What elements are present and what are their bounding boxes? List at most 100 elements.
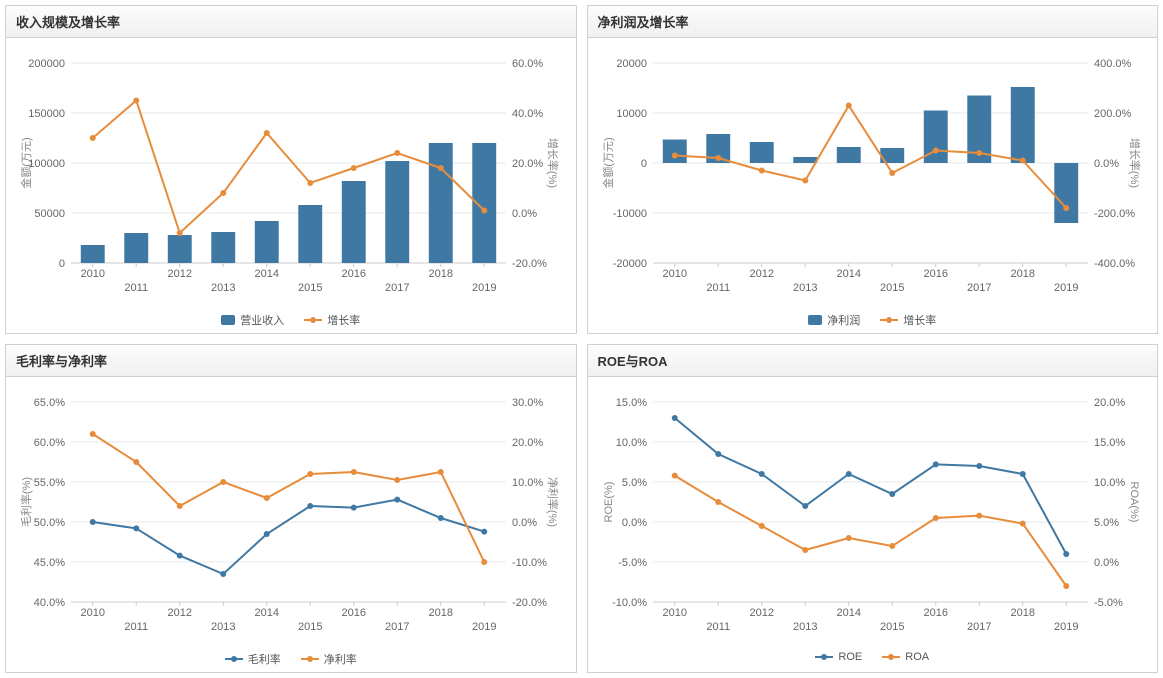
svg-text:2012: 2012 bbox=[749, 268, 773, 280]
svg-text:2014: 2014 bbox=[836, 607, 860, 619]
svg-text:2013: 2013 bbox=[793, 282, 817, 294]
svg-text:10.0%: 10.0% bbox=[512, 477, 543, 489]
svg-text:10000: 10000 bbox=[616, 108, 647, 120]
svg-text:毛利率(%): 毛利率(%) bbox=[19, 477, 33, 527]
svg-text:2015: 2015 bbox=[880, 282, 904, 294]
legend-item-line-a: 毛利率 bbox=[225, 651, 281, 667]
svg-text:2018: 2018 bbox=[429, 268, 453, 280]
svg-text:150000: 150000 bbox=[28, 108, 65, 120]
svg-text:20.0%: 20.0% bbox=[512, 158, 543, 170]
panel-title-profit: 净利润及增长率 bbox=[588, 6, 1158, 38]
svg-text:ROA(%): ROA(%) bbox=[1128, 482, 1140, 523]
svg-text:2016: 2016 bbox=[342, 268, 366, 280]
legend-item-line: 增长率 bbox=[880, 312, 936, 328]
svg-text:40.0%: 40.0% bbox=[34, 597, 65, 609]
legend-item-bar: 净利润 bbox=[808, 312, 860, 328]
panel-title-margin: 毛利率与净利率 bbox=[6, 345, 576, 377]
svg-text:2018: 2018 bbox=[1010, 607, 1034, 619]
svg-text:2015: 2015 bbox=[298, 282, 322, 294]
svg-text:-200.0%: -200.0% bbox=[1094, 208, 1135, 220]
svg-text:2010: 2010 bbox=[662, 607, 686, 619]
panel-title-revenue: 收入规模及增长率 bbox=[6, 6, 576, 38]
svg-text:55.0%: 55.0% bbox=[34, 477, 65, 489]
svg-text:2013: 2013 bbox=[211, 621, 235, 633]
svg-text:2013: 2013 bbox=[793, 621, 817, 633]
svg-text:45.0%: 45.0% bbox=[34, 557, 65, 569]
svg-text:2012: 2012 bbox=[168, 268, 192, 280]
svg-text:50.0%: 50.0% bbox=[34, 517, 65, 529]
svg-text:2010: 2010 bbox=[81, 607, 105, 619]
legend-margin: 毛利率 净利率 bbox=[16, 651, 566, 667]
svg-text:2013: 2013 bbox=[211, 282, 235, 294]
panel-margin: 毛利率与净利率 40.0% 45.0% 50.0% 55.0% 60.0% 65.0% -2… bbox=[5, 344, 577, 673]
svg-text:400.0%: 400.0% bbox=[1094, 58, 1132, 70]
svg-text:2012: 2012 bbox=[168, 607, 192, 619]
svg-text:5.0%: 5.0% bbox=[621, 477, 646, 489]
svg-text:-400.0%: -400.0% bbox=[1094, 258, 1135, 270]
svg-text:2012: 2012 bbox=[749, 607, 773, 619]
svg-text:0.0%: 0.0% bbox=[1094, 158, 1119, 170]
legend-item-line-b: ROA bbox=[882, 651, 929, 663]
svg-text:2011: 2011 bbox=[706, 621, 730, 633]
svg-text:2011: 2011 bbox=[124, 282, 148, 294]
panel-profit: 净利润及增长率 -20000-1000001000020000-400.0%-2… bbox=[587, 5, 1159, 334]
svg-text:100000: 100000 bbox=[28, 158, 65, 170]
svg-text:20.0%: 20.0% bbox=[512, 437, 543, 449]
panel-revenue: 收入规模及增长率 050000100000150000200000-20.0%0… bbox=[5, 5, 577, 334]
svg-text:ROE(%): ROE(%) bbox=[603, 482, 615, 523]
svg-text:-5.0%: -5.0% bbox=[618, 557, 647, 569]
svg-text:2014: 2014 bbox=[836, 268, 860, 280]
legend-roe: ROE ROA bbox=[598, 651, 1148, 663]
svg-text:15.0%: 15.0% bbox=[615, 397, 646, 409]
svg-text:2016: 2016 bbox=[342, 607, 366, 619]
chart-margin: 40.0% 45.0% 50.0% 55.0% 60.0% 65.0% -20.0% -10.… bbox=[16, 387, 566, 647]
svg-text:增长率(%): 增长率(%) bbox=[1128, 138, 1142, 188]
svg-text:0: 0 bbox=[59, 258, 65, 270]
svg-text:-10000: -10000 bbox=[612, 208, 646, 220]
svg-text:5.0%: 5.0% bbox=[1094, 517, 1119, 529]
panel-roe: ROE与ROA -10.0%-5.0%0.0%5.0%10.0%15.0%-5.… bbox=[587, 344, 1159, 673]
chart-roe: -10.0% -5.0% 0.0% 5.0% 10.0% 15.0% -5.0% 0.0% 5.… bbox=[598, 387, 1148, 647]
svg-text:2010: 2010 bbox=[81, 268, 105, 280]
svg-text:60.0%: 60.0% bbox=[34, 437, 65, 449]
svg-text:0.0%: 0.0% bbox=[1094, 557, 1119, 569]
svg-text:-5.0%: -5.0% bbox=[1094, 597, 1123, 609]
svg-text:-10.0%: -10.0% bbox=[612, 597, 647, 609]
legend-item-line-a: ROE bbox=[815, 651, 862, 663]
svg-text:10.0%: 10.0% bbox=[615, 437, 646, 449]
svg-text:2019: 2019 bbox=[1054, 621, 1078, 633]
svg-text:金额(万元): 金额(万元) bbox=[19, 137, 33, 188]
svg-text:0.0%: 0.0% bbox=[512, 517, 537, 529]
svg-text:40.0%: 40.0% bbox=[512, 108, 543, 120]
svg-text:2014: 2014 bbox=[255, 268, 279, 280]
chart-revenue: 050000100000150000200000-20.0%0.0%20.0%4… bbox=[16, 48, 566, 308]
svg-text:2015: 2015 bbox=[880, 621, 904, 633]
svg-text:2014: 2014 bbox=[255, 607, 279, 619]
svg-text:2010: 2010 bbox=[662, 268, 686, 280]
svg-text:20000: 20000 bbox=[616, 58, 647, 70]
svg-text:2019: 2019 bbox=[472, 282, 496, 294]
dashboard: 收入规模及增长率 050000100000150000200000-20.0%0… bbox=[0, 0, 1163, 678]
svg-text:-10.0%: -10.0% bbox=[512, 557, 547, 569]
legend-item-line: 增长率 bbox=[304, 312, 360, 328]
svg-text:2017: 2017 bbox=[967, 282, 991, 294]
svg-text:金额(万元): 金额(万元) bbox=[601, 137, 615, 188]
svg-text:50000: 50000 bbox=[34, 208, 65, 220]
svg-text:2019: 2019 bbox=[472, 621, 496, 633]
svg-text:-20.0%: -20.0% bbox=[512, 597, 547, 609]
svg-text:2016: 2016 bbox=[923, 607, 947, 619]
svg-text:2017: 2017 bbox=[385, 282, 409, 294]
svg-text:200.0%: 200.0% bbox=[1094, 108, 1132, 120]
svg-text:2018: 2018 bbox=[429, 607, 453, 619]
svg-text:2011: 2011 bbox=[124, 621, 148, 633]
svg-text:净利率(%): 净利率(%) bbox=[546, 477, 560, 527]
svg-text:15.0%: 15.0% bbox=[1094, 437, 1125, 449]
svg-text:2019: 2019 bbox=[1054, 282, 1078, 294]
svg-text:30.0%: 30.0% bbox=[512, 397, 543, 409]
svg-text:0.0%: 0.0% bbox=[621, 517, 646, 529]
legend-profit: 净利润 增长率 bbox=[598, 312, 1148, 328]
legend-item-bar: 营业收入 bbox=[221, 312, 284, 328]
svg-text:65.0%: 65.0% bbox=[34, 397, 65, 409]
svg-text:2015: 2015 bbox=[298, 621, 322, 633]
svg-text:20.0%: 20.0% bbox=[1094, 397, 1125, 409]
